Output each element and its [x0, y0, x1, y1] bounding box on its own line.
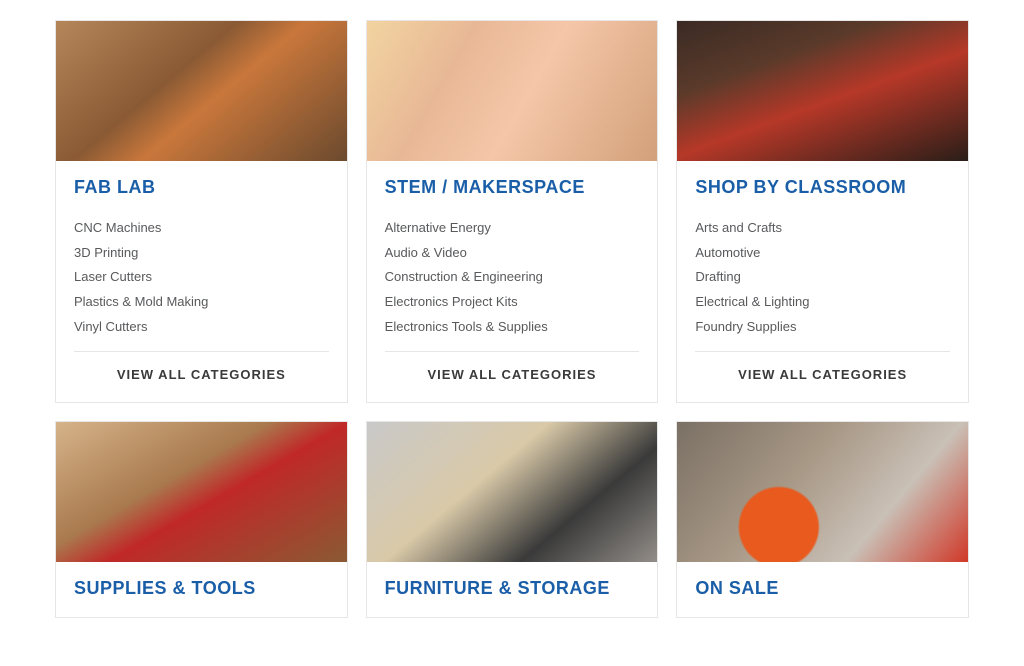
category-link[interactable]: Automotive	[695, 241, 950, 266]
view-all-categories-link[interactable]: VIEW ALL CATEGORIES	[117, 367, 286, 382]
category-link[interactable]: Vinyl Cutters	[74, 315, 329, 340]
category-card-stem-makerspace: STEM / MAKERSPACE Alternative EnergyAudio…	[366, 20, 659, 403]
card-image[interactable]	[367, 21, 658, 161]
card-title[interactable]: STEM / MAKERSPACE	[385, 177, 640, 198]
card-link-list: Alternative EnergyAudio & VideoConstruct…	[385, 216, 640, 339]
category-link[interactable]: Electronics Project Kits	[385, 290, 640, 315]
card-body: SHOP BY CLASSROOM Arts and CraftsAutomoti…	[677, 161, 968, 402]
category-link[interactable]: Electrical & Lighting	[695, 290, 950, 315]
card-title[interactable]: ON SALE	[695, 578, 950, 599]
category-link[interactable]: Foundry Supplies	[695, 315, 950, 340]
category-link[interactable]: 3D Printing	[74, 241, 329, 266]
card-body: STEM / MAKERSPACE Alternative EnergyAudio…	[367, 161, 658, 402]
card-image[interactable]	[677, 422, 968, 562]
category-card-fab-lab: FAB LAB CNC Machines3D PrintingLaser Cutt…	[55, 20, 348, 403]
view-all-categories-link[interactable]: VIEW ALL CATEGORIES	[738, 367, 907, 382]
card-title[interactable]: SHOP BY CLASSROOM	[695, 177, 950, 198]
card-image[interactable]	[367, 422, 658, 562]
card-footer: VIEW ALL CATEGORIES	[695, 351, 950, 392]
category-link[interactable]: Electronics Tools & Supplies	[385, 315, 640, 340]
category-link[interactable]: Alternative Energy	[385, 216, 640, 241]
category-link[interactable]: Construction & Engineering	[385, 265, 640, 290]
category-card-supplies-tools: SUPPLIES & TOOLS	[55, 421, 348, 618]
card-body: SUPPLIES & TOOLS	[56, 562, 347, 617]
card-image[interactable]	[56, 21, 347, 161]
category-link[interactable]: Arts and Crafts	[695, 216, 950, 241]
card-body: FURNITURE & STORAGE	[367, 562, 658, 617]
card-link-list: CNC Machines3D PrintingLaser CuttersPlas…	[74, 216, 329, 339]
category-card-furniture-storage: FURNITURE & STORAGE	[366, 421, 659, 618]
view-all-categories-link[interactable]: VIEW ALL CATEGORIES	[427, 367, 596, 382]
card-body: ON SALE	[677, 562, 968, 617]
card-link-list: Arts and CraftsAutomotiveDraftingElectri…	[695, 216, 950, 339]
card-image[interactable]	[56, 422, 347, 562]
card-title[interactable]: FURNITURE & STORAGE	[385, 578, 640, 599]
category-card-on-sale: ON SALE	[676, 421, 969, 618]
card-title[interactable]: FAB LAB	[74, 177, 329, 198]
card-body: FAB LAB CNC Machines3D PrintingLaser Cutt…	[56, 161, 347, 402]
card-image[interactable]	[677, 21, 968, 161]
category-link[interactable]: Audio & Video	[385, 241, 640, 266]
category-card-grid: FAB LAB CNC Machines3D PrintingLaser Cutt…	[55, 20, 969, 618]
category-link[interactable]: Laser Cutters	[74, 265, 329, 290]
category-card-shop-by-classroom: SHOP BY CLASSROOM Arts and CraftsAutomoti…	[676, 20, 969, 403]
card-footer: VIEW ALL CATEGORIES	[74, 351, 329, 392]
category-link[interactable]: Drafting	[695, 265, 950, 290]
card-title[interactable]: SUPPLIES & TOOLS	[74, 578, 329, 599]
category-link[interactable]: Plastics & Mold Making	[74, 290, 329, 315]
category-link[interactable]: CNC Machines	[74, 216, 329, 241]
card-footer: VIEW ALL CATEGORIES	[385, 351, 640, 392]
